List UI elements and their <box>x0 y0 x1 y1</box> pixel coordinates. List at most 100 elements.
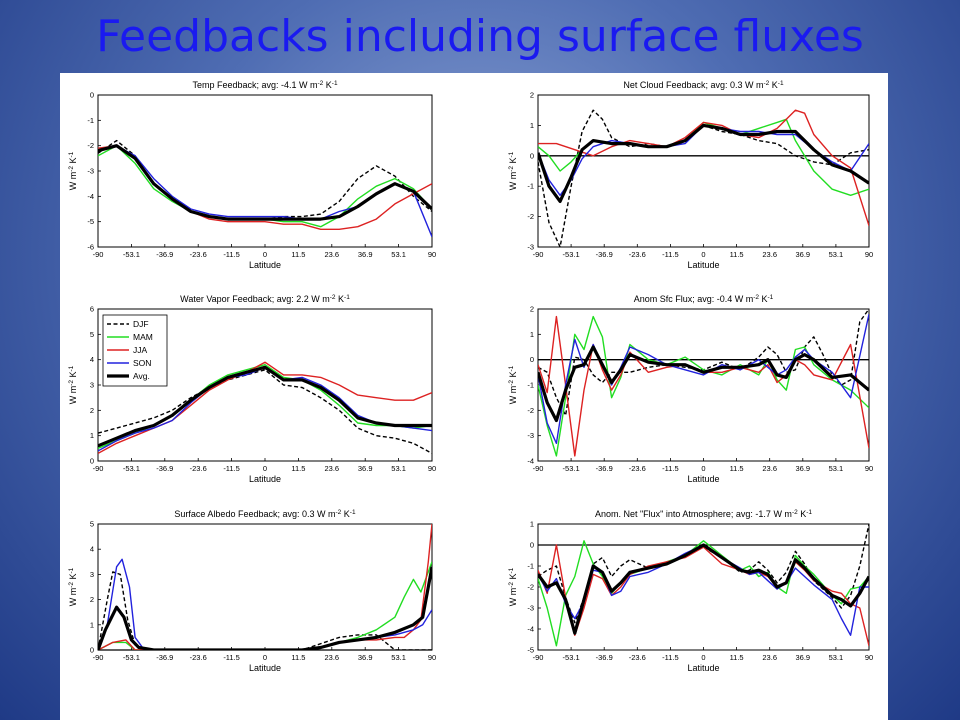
y-tick-label: 1 <box>90 620 94 629</box>
plot-frame <box>97 523 433 651</box>
series-line-avg <box>98 566 432 650</box>
y-tick-label: 0 <box>530 151 534 160</box>
x-tick-label: -23.6 <box>629 464 646 473</box>
y-axis-label: W m-2 K-1 <box>68 365 78 404</box>
y-tick-label: 5 <box>90 520 94 529</box>
x-tick-label: 23.6 <box>762 464 777 473</box>
y-tick-label: -2 <box>527 583 534 592</box>
series-group <box>538 309 869 457</box>
legend-label: SON <box>133 358 151 368</box>
x-tick-label: -36.9 <box>156 250 173 259</box>
x-tick-label: 90 <box>865 653 873 662</box>
plot-frame <box>537 308 870 462</box>
figure-panel: -90 -53.1 -36.9 -23.6 -11.5 0 11.5 23.6 36.9 53.1… <box>60 73 888 720</box>
x-tick-label: 23.6 <box>324 464 339 473</box>
chart-albedo: -90 -53.1 -36.9 -23.6 -11.5 0 11.5 23.6 36.9 53.1… <box>68 509 436 673</box>
x-tick-label: -90 <box>93 653 104 662</box>
series-line-djf <box>98 571 432 650</box>
y-axis-label: W m-2 K-1 <box>508 365 518 404</box>
x-tick-label: 0 <box>701 653 705 662</box>
x-tick-label: 0 <box>263 464 267 473</box>
series-line-djf <box>538 109 869 247</box>
y-tick-label: -5 <box>87 217 94 226</box>
x-tick-label: -90 <box>533 250 544 259</box>
chart-title: Anom. Net "Flux" into Atmosphere; avg: -… <box>595 509 812 519</box>
x-tick-label: -36.9 <box>596 250 613 259</box>
x-tick-label: 23.6 <box>324 250 339 259</box>
x-tick-label: -23.6 <box>190 464 207 473</box>
y-tick-label: -2 <box>527 212 534 221</box>
x-tick-label: -53.1 <box>563 464 580 473</box>
x-tick-label: 11.5 <box>291 464 305 473</box>
x-tick-label: -23.6 <box>629 653 646 662</box>
x-tick-label: -36.9 <box>156 653 173 662</box>
y-axis-label: W m-2 K-1 <box>508 567 518 606</box>
chart-cloud: -90 -53.1 -36.9 -23.6 -11.5 0 11.5 23.6 36.9 53.1… <box>508 80 873 270</box>
x-tick-label: -90 <box>93 250 104 259</box>
x-axis-label: Latitude <box>249 474 281 484</box>
y-tick-label: 0 <box>90 457 94 466</box>
series-line-avg <box>538 345 869 423</box>
x-tick-label: -11.5 <box>662 653 679 662</box>
series-line-mam <box>538 540 869 647</box>
chart-sfc: -90 -53.1 -36.9 -23.6 -11.5 0 11.5 23.6 36.9 53.1… <box>508 294 873 484</box>
x-tick-label: 36.9 <box>358 653 373 662</box>
x-tick-label: 53.1 <box>391 653 406 662</box>
x-tick-label: 90 <box>428 653 436 662</box>
x-tick-label: 23.6 <box>324 653 339 662</box>
x-tick-label: -11.5 <box>223 250 240 259</box>
y-tick-label: 3 <box>90 381 94 390</box>
series-group <box>98 361 432 455</box>
y-tick-label: 6 <box>90 305 94 314</box>
y-tick-label: 1 <box>530 330 534 339</box>
x-tick-label: 90 <box>428 464 436 473</box>
x-tick-label: 11.5 <box>730 653 744 662</box>
x-tick-label: -11.5 <box>662 250 679 259</box>
x-tick-label: 36.9 <box>795 464 810 473</box>
y-tick-label: 2 <box>90 595 94 604</box>
y-tick-label: 2 <box>90 406 94 415</box>
x-tick-label: -23.6 <box>190 653 207 662</box>
x-tick-label: -90 <box>533 653 544 662</box>
y-tick-label: -1 <box>527 381 534 390</box>
series-line-djf <box>98 139 432 220</box>
y-tick-label: 0 <box>90 91 94 100</box>
y-tick-label: -6 <box>87 243 94 252</box>
x-tick-label: -53.1 <box>563 653 580 662</box>
y-tick-label: -2 <box>527 406 534 415</box>
y-tick-label: 3 <box>90 570 94 579</box>
legend-label: JJA <box>133 345 148 355</box>
x-tick-label: 36.9 <box>358 250 373 259</box>
legend-label: Avg. <box>133 371 150 381</box>
series-line-avg <box>538 543 869 635</box>
series-line-avg <box>98 365 432 448</box>
series-line-avg <box>538 123 869 203</box>
x-axis-label: Latitude <box>687 260 719 270</box>
y-axis-label: W m-2 K-1 <box>508 151 518 190</box>
y-tick-label: 0 <box>530 355 534 364</box>
x-tick-label: 53.1 <box>829 250 844 259</box>
x-tick-label: 53.1 <box>391 464 406 473</box>
series-line-mam <box>538 315 869 457</box>
x-tick-label: 36.9 <box>358 464 373 473</box>
legend-label: MAM <box>133 332 153 342</box>
x-tick-label: 0 <box>263 250 267 259</box>
y-tick-label: 1 <box>90 431 94 440</box>
series-line-son <box>538 313 869 444</box>
plot-frame <box>537 94 870 248</box>
y-tick-label: -3 <box>527 431 534 440</box>
series-line-jja <box>98 524 432 650</box>
series-line-jja <box>538 544 869 646</box>
y-tick-label: -1 <box>87 116 94 125</box>
y-tick-label: -3 <box>527 243 534 252</box>
x-tick-label: -90 <box>533 464 544 473</box>
chart-title: Surface Albedo Feedback; avg: 0.3 W m-2 … <box>174 509 356 519</box>
chart-title: Anom Sfc Flux; avg: -0.4 W m-2 K-1 <box>634 294 774 304</box>
x-tick-label: -53.1 <box>123 653 140 662</box>
chart-title: Net Cloud Feedback; avg: 0.3 W m-2 K-1 <box>623 80 784 90</box>
x-tick-label: -11.5 <box>662 464 679 473</box>
x-axis-label: Latitude <box>249 260 281 270</box>
x-tick-label: 0 <box>263 653 267 662</box>
series-line-son <box>538 124 869 197</box>
series-line-djf <box>538 524 869 624</box>
